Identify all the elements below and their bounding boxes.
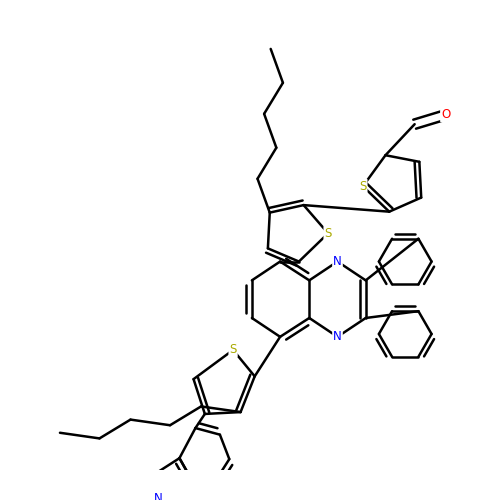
Text: N: N [333, 255, 342, 268]
Text: S: S [359, 180, 366, 193]
Text: N: N [154, 492, 162, 500]
Text: O: O [441, 108, 450, 122]
Text: S: S [230, 344, 237, 356]
Text: S: S [324, 227, 332, 240]
Text: N: N [333, 330, 342, 344]
